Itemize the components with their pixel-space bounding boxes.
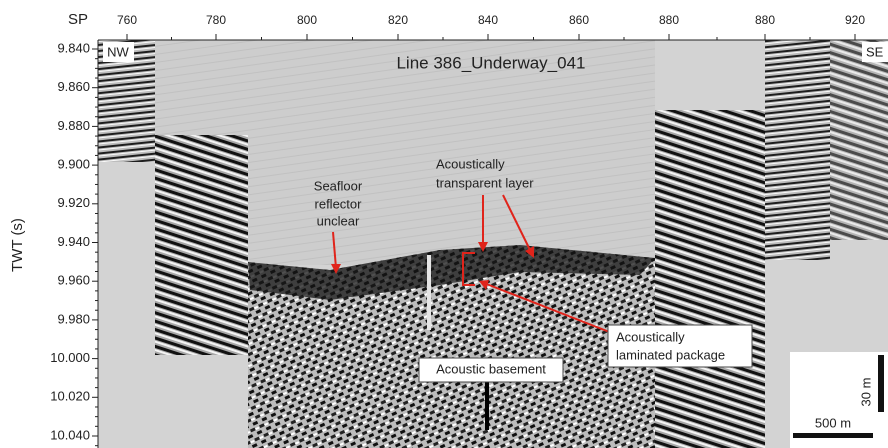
- left-tick-label: 10.040: [50, 427, 90, 442]
- top-tick-label: 880: [659, 13, 679, 27]
- top-tick-label: 760: [117, 13, 137, 27]
- annotation: Acoustically: [616, 329, 685, 344]
- vertical-scale-bar: [878, 355, 884, 412]
- top-tick-label: 860: [569, 13, 589, 27]
- left-tick-label: 9.840: [57, 40, 90, 55]
- left-tick-label: 9.940: [57, 234, 90, 249]
- seismic-figure: SP TWT (s) NW SE Line 386_Underway_041 S…: [0, 0, 888, 448]
- left-tick-label: 10.020: [50, 389, 90, 404]
- annotation: laminated package: [616, 347, 725, 362]
- horizontal-scale-label: 500 m: [815, 415, 851, 430]
- left-tick-label: 9.880: [57, 118, 90, 133]
- top-tick-label: 880: [755, 13, 775, 27]
- top-tick-label: 780: [206, 13, 226, 27]
- direction-right: SE: [866, 44, 884, 59]
- left-tick-label: 10.000: [50, 350, 90, 365]
- figure-title: Line 386_Underway_041: [396, 53, 585, 72]
- top-tick-label: 800: [297, 13, 317, 27]
- left-axis-label: TWT (s): [9, 218, 26, 272]
- annotation: transparent layer: [436, 175, 534, 190]
- horizontal-scale-bar: [793, 433, 873, 438]
- seismic-image: [98, 40, 888, 448]
- annotation: Acoustic basement: [436, 361, 546, 376]
- left-tick-label: 9.920: [57, 195, 90, 210]
- left-tick-label: 9.960: [57, 273, 90, 288]
- top-tick-label: 820: [388, 13, 408, 27]
- top-tick-label: 840: [478, 13, 498, 27]
- vertical-scale-label: 30 m: [858, 378, 873, 407]
- direction-left: NW: [107, 44, 129, 59]
- left-tick-label: 9.900: [57, 157, 90, 172]
- top-axis-label: SP: [68, 11, 88, 28]
- left-tick-label: 9.980: [57, 311, 90, 326]
- top-tick-label: 920: [845, 13, 865, 27]
- annotation: unclear: [317, 213, 360, 228]
- annotation: Seafloor: [314, 178, 363, 193]
- left-tick-label: 9.860: [57, 79, 90, 94]
- annotation: Acoustically: [436, 156, 505, 171]
- annotation: reflector: [315, 196, 363, 211]
